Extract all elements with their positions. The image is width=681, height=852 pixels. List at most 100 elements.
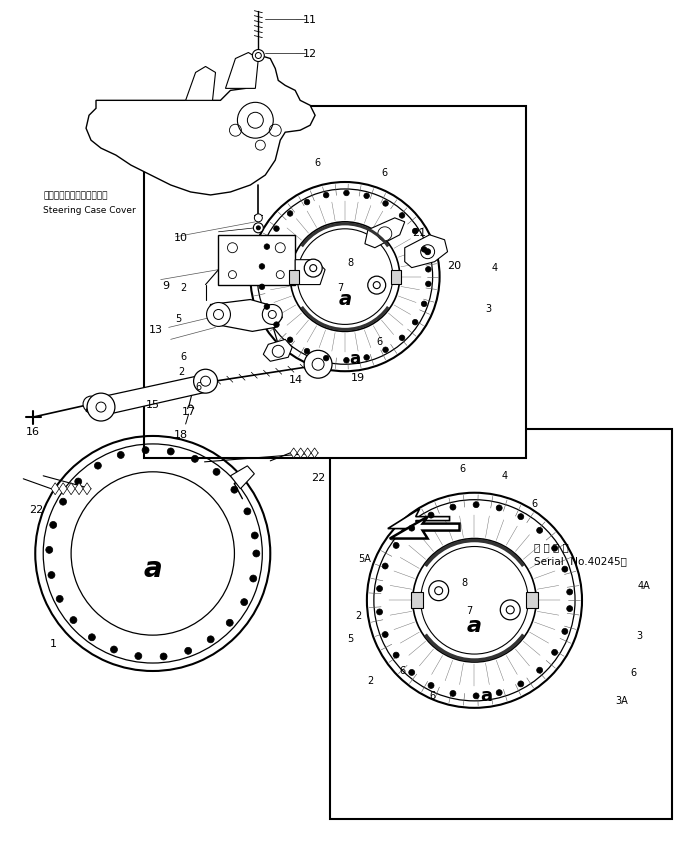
Text: 6: 6 <box>180 352 187 362</box>
Text: 2: 2 <box>367 675 373 685</box>
Text: 7: 7 <box>337 282 343 292</box>
Circle shape <box>254 215 262 222</box>
Circle shape <box>473 693 479 699</box>
Circle shape <box>168 448 174 456</box>
Polygon shape <box>86 56 315 196</box>
Bar <box>330 429 671 820</box>
Circle shape <box>259 285 265 291</box>
Text: 8: 8 <box>347 257 353 268</box>
Circle shape <box>429 581 449 601</box>
Circle shape <box>496 690 502 696</box>
Circle shape <box>231 486 238 493</box>
Text: 11: 11 <box>303 14 317 25</box>
Circle shape <box>287 337 293 343</box>
Polygon shape <box>387 509 449 529</box>
Circle shape <box>537 527 543 533</box>
Text: a: a <box>144 555 162 583</box>
Circle shape <box>304 349 310 354</box>
Text: 17: 17 <box>182 406 195 417</box>
Circle shape <box>46 547 52 554</box>
Circle shape <box>70 617 77 624</box>
Circle shape <box>89 634 95 641</box>
Text: 14: 14 <box>289 375 303 385</box>
Polygon shape <box>391 270 400 285</box>
Text: 3A: 3A <box>616 695 629 705</box>
Polygon shape <box>295 261 325 285</box>
Circle shape <box>191 456 198 463</box>
Circle shape <box>287 211 293 217</box>
Text: 16: 16 <box>27 427 40 436</box>
Polygon shape <box>230 466 254 489</box>
Text: 2: 2 <box>178 367 185 377</box>
Circle shape <box>250 575 257 582</box>
Circle shape <box>473 502 479 508</box>
Circle shape <box>428 513 434 519</box>
Circle shape <box>253 223 264 233</box>
Circle shape <box>399 213 405 219</box>
Circle shape <box>95 463 101 469</box>
Text: 2: 2 <box>180 282 187 292</box>
Circle shape <box>83 397 99 412</box>
Circle shape <box>50 521 57 529</box>
Circle shape <box>552 545 558 551</box>
Circle shape <box>244 509 251 515</box>
Text: 3: 3 <box>486 304 492 314</box>
Text: a: a <box>349 350 360 368</box>
Circle shape <box>393 543 399 549</box>
Text: a: a <box>467 615 482 636</box>
Circle shape <box>537 667 543 673</box>
Circle shape <box>382 632 388 638</box>
Circle shape <box>383 348 388 353</box>
Circle shape <box>562 629 568 635</box>
Polygon shape <box>67 483 75 495</box>
Polygon shape <box>526 593 538 608</box>
Text: 6: 6 <box>400 665 406 675</box>
Polygon shape <box>186 67 215 101</box>
Polygon shape <box>264 340 292 362</box>
Polygon shape <box>219 235 295 285</box>
Circle shape <box>251 532 258 539</box>
Text: a: a <box>338 290 351 308</box>
Circle shape <box>57 596 63 602</box>
Text: 4A: 4A <box>637 581 650 590</box>
Text: 5A: 5A <box>358 554 371 564</box>
Circle shape <box>160 653 167 660</box>
Circle shape <box>185 648 191 654</box>
Text: a: a <box>480 686 492 704</box>
Text: 6: 6 <box>377 337 383 347</box>
Text: 22: 22 <box>29 504 44 514</box>
Circle shape <box>364 355 369 360</box>
Circle shape <box>262 305 282 325</box>
Circle shape <box>422 247 427 253</box>
Text: 1: 1 <box>50 638 57 648</box>
Circle shape <box>409 526 415 532</box>
Circle shape <box>264 245 270 250</box>
Circle shape <box>422 302 427 308</box>
Circle shape <box>496 505 502 511</box>
Circle shape <box>393 653 399 659</box>
Circle shape <box>323 356 329 361</box>
Circle shape <box>450 691 456 697</box>
Circle shape <box>206 303 230 327</box>
Circle shape <box>207 636 214 643</box>
Polygon shape <box>304 448 311 458</box>
Polygon shape <box>311 448 318 458</box>
Circle shape <box>241 599 248 606</box>
Circle shape <box>409 670 415 676</box>
Polygon shape <box>405 235 447 268</box>
Text: 4: 4 <box>501 470 507 481</box>
Circle shape <box>135 653 142 659</box>
Circle shape <box>275 244 285 253</box>
Circle shape <box>428 682 434 688</box>
Text: 6: 6 <box>531 498 537 508</box>
Circle shape <box>274 227 279 232</box>
Bar <box>144 107 526 458</box>
Circle shape <box>226 619 233 626</box>
Circle shape <box>274 322 279 328</box>
Text: 9: 9 <box>162 280 170 291</box>
Text: 6: 6 <box>631 667 637 677</box>
Polygon shape <box>208 300 282 332</box>
Circle shape <box>110 647 117 653</box>
Polygon shape <box>297 448 304 458</box>
Circle shape <box>518 514 524 520</box>
